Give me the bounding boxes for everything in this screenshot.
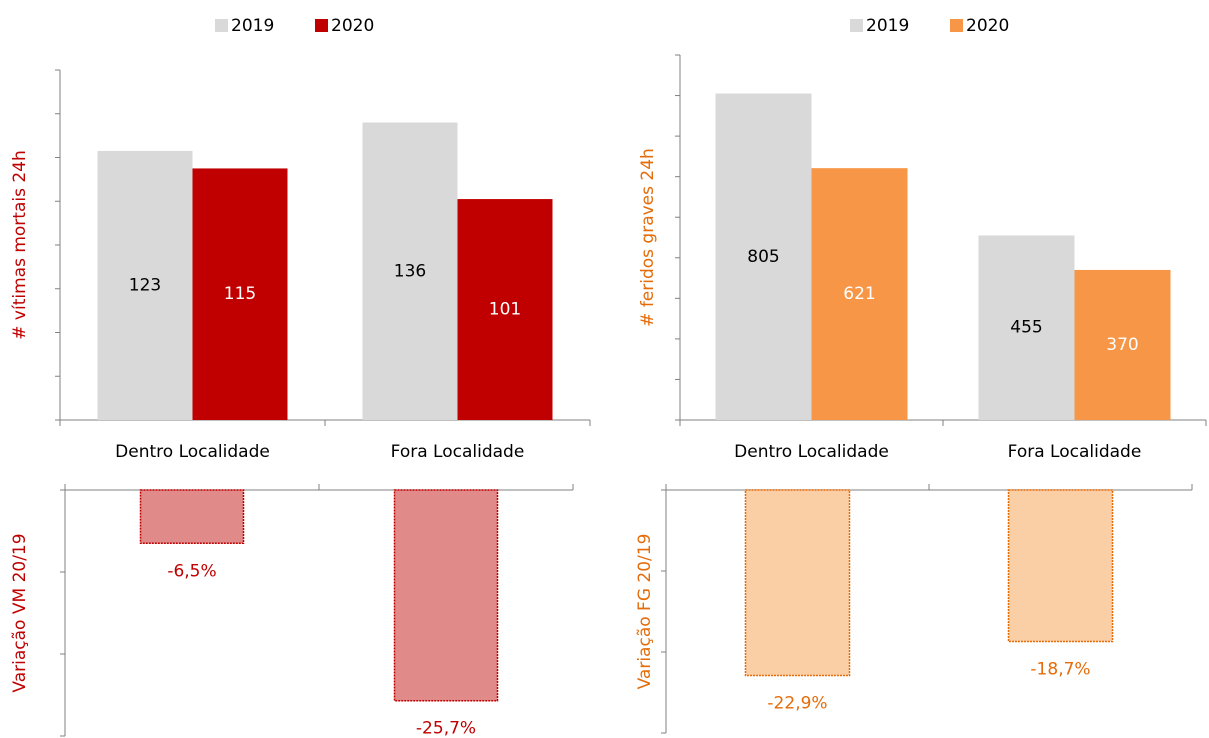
value-label: 136 (394, 261, 426, 281)
bar (1007, 489, 1114, 643)
legend-swatch (850, 19, 863, 32)
y-axis-label: Variação VM 20/19 (10, 533, 30, 692)
bar (139, 489, 245, 545)
value-label: 621 (843, 284, 875, 304)
bar (192, 168, 288, 420)
legend-swatch (215, 19, 228, 32)
x-tick-label: Dentro Localidade (734, 442, 889, 462)
y-axis-label: # vítimas mortais 24h (10, 150, 30, 339)
bar (97, 150, 193, 420)
value-label: 370 (1106, 335, 1138, 355)
legend-swatch (315, 19, 328, 32)
bar (744, 489, 851, 677)
bar (457, 199, 553, 420)
value-label: 455 (1010, 318, 1042, 338)
value-label: 101 (489, 300, 521, 320)
x-tick-label: Fora Localidade (1008, 442, 1142, 462)
value-label: -6,5% (167, 561, 216, 581)
bar (978, 235, 1075, 420)
y-axis-label: Variação FG 20/19 (635, 534, 655, 690)
bar (1074, 269, 1171, 420)
value-label: -22,9% (767, 693, 827, 713)
x-tick-label: Dentro Localidade (115, 442, 270, 462)
value-label: 115 (224, 284, 256, 304)
bar (811, 168, 908, 420)
value-label: 805 (747, 247, 779, 267)
value-label: -25,7% (416, 719, 476, 738)
value-label: 123 (129, 275, 161, 295)
legend-swatch (950, 19, 963, 32)
legend-label: 2019 (866, 16, 909, 36)
bar (362, 122, 458, 420)
legend-label: 2019 (231, 16, 274, 36)
legend-label: 2020 (331, 16, 374, 36)
value-label: -18,7% (1030, 659, 1090, 679)
bar (393, 489, 499, 702)
x-tick-label: Fora Localidade (391, 442, 525, 462)
y-axis-label: # feridos graves 24h (638, 148, 658, 327)
bar (715, 93, 812, 421)
legend-label: 2020 (966, 16, 1009, 36)
